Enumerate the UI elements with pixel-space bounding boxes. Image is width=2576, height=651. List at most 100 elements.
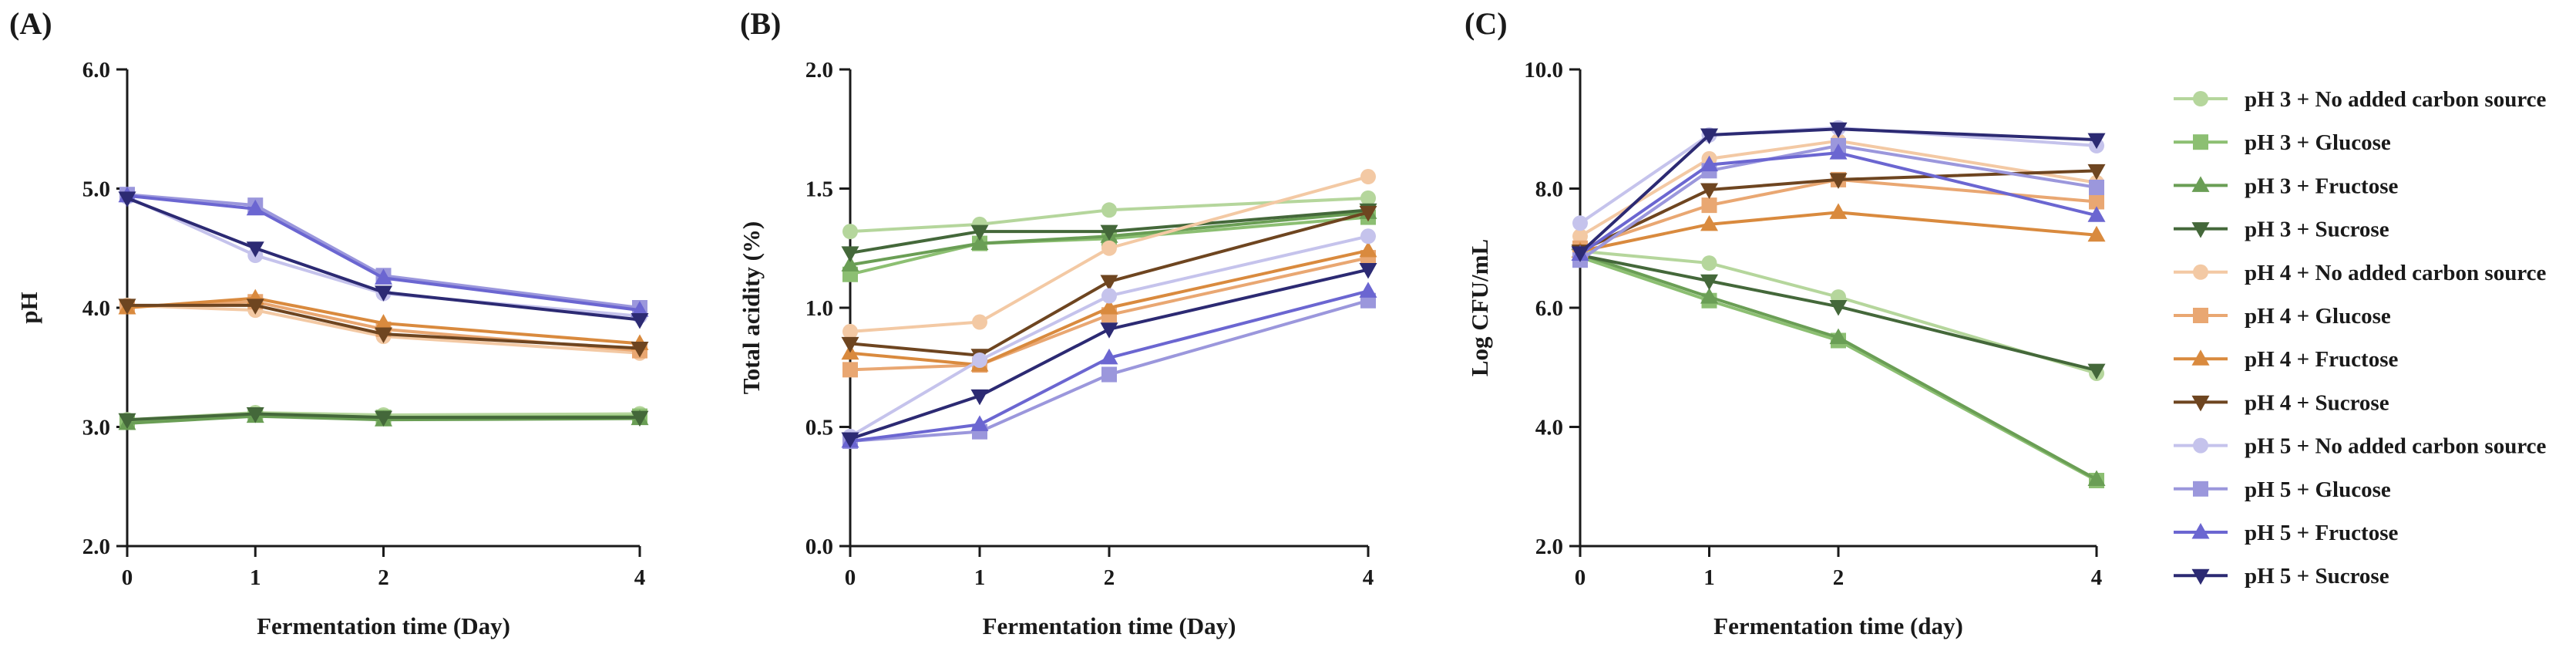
panel-c-series-ph-4-glucose-line	[1579, 177, 2097, 250]
panel-a-series-ph-3-sucrose-point	[631, 410, 649, 427]
legend-item-ph-3-sucrose-marker	[2191, 222, 2210, 238]
panel-b-series-ph-4-fructose-point	[1100, 299, 1118, 315]
panel-b-y-tick-label: 2.0	[805, 58, 833, 83]
panel-a-y-tick-label: 4.0	[82, 296, 110, 321]
panel-b-series-ph-3-sucrose-line	[849, 208, 1369, 255]
panel-c-series-ph-4-fructose-point	[2087, 225, 2106, 242]
panel-a-series-ph-4-fructose-point	[375, 314, 392, 330]
legend-item-ph-5-sucrose-label: pH 5 + Sucrose	[2245, 564, 2389, 589]
panel-a-x-tick-label: 2	[378, 565, 389, 590]
legend-item-ph-4-sucrose-label: pH 4 + Sucrose	[2245, 390, 2389, 415]
panel-b-series-ph-5-fructose-line	[849, 289, 1369, 444]
legend-item-ph-3-glucose: pH 3 + Glucose	[2174, 130, 2391, 155]
panel-c-series-ph-3-no-added-carbon-source-point	[1701, 255, 1717, 272]
panel-a-series-ph-3-sucrose	[118, 407, 649, 430]
panel-b-series-ph-3-no-added-carbon-source-line	[849, 196, 1369, 234]
panel-b-series-ph-5-sucrose	[841, 263, 1377, 448]
panel-b-series-ph-3-no-added-carbon-source-point	[1360, 190, 1376, 206]
panel-c-series-ph-3-no-added-carbon-source-line	[1579, 249, 2097, 375]
panel-a-series-ph-4-fructose-line	[126, 296, 641, 346]
panel-b-series-ph-5-sucrose-line	[849, 268, 1369, 440]
panel-b-series-ph-3-no-added-carbon-source-point	[842, 224, 858, 240]
legend-item-ph-3-fructose-label: pH 3 + Fructose	[2245, 174, 2398, 198]
legend-item-ph-5-sucrose: pH 5 + Sucrose	[2174, 564, 2389, 589]
panel-b-series-ph-4-sucrose-point	[841, 336, 859, 353]
panel-c-series-ph-3-sucrose-point	[1829, 299, 1848, 316]
legend-item-ph-3-fructose-marker	[2191, 176, 2210, 192]
panel-c-x-tick-label: 1	[1703, 565, 1715, 590]
panel-b-y-tick-label: 1.5	[805, 177, 833, 202]
legend-item-ph-3-no-added-carbon-source: pH 3 + No added carbon source	[2174, 87, 2547, 112]
panel-c-series-ph-4-sucrose-point	[1829, 173, 1848, 189]
panel-c-series-ph-4-glucose-point	[2089, 194, 2104, 210]
legend-item-ph-4-glucose-label: pH 4 + Glucose	[2245, 304, 2391, 329]
panel-c-series-ph-3-fructose-point	[2087, 470, 2106, 486]
panel-b-series-ph-4-glucose-line	[849, 256, 1369, 372]
panel-b: (B) 0.0 0.5 1.0 1.5 2.0 0 1 2 4 Fermentation time …	[738, 6, 1377, 639]
panel-b-y-tick-label: 1.0	[805, 296, 833, 321]
panel-c-series-ph-3-glucose-line	[1579, 255, 2097, 482]
panel-b-y-axis-title: Total acidity (%)	[738, 221, 765, 394]
panel-a-y-axis-title: pH	[15, 292, 42, 323]
legend-item-ph-3-sucrose: pH 3 + Sucrose	[2174, 218, 2389, 242]
legend-item-ph-4-fructose-marker	[2191, 349, 2210, 366]
panel-b-series-ph-4-no-added-carbon-source-point	[1101, 240, 1117, 256]
panel-a-series-ph-5-sucrose-point	[375, 285, 392, 302]
panel-a-series-ph-5-sucrose-line	[126, 196, 641, 322]
legend-item-ph-4-sucrose: pH 4 + Sucrose	[2174, 390, 2389, 415]
panel-b-series-ph-4-no-added-carbon-source	[842, 169, 1376, 339]
panel-b-series-ph-4-no-added-carbon-source-point	[842, 323, 858, 339]
panel-b-series-ph-5-sucrose-point	[841, 432, 859, 448]
panel-a-series-ph-5-fructose-point	[375, 268, 392, 285]
panel-c-series-ph-3-sucrose	[1571, 248, 2106, 380]
panel-a-series-ph-4-sucrose-line	[127, 303, 641, 350]
legend-item-ph-5-no-added-carbon-source-label: pH 5 + No added carbon source	[2245, 434, 2547, 459]
panel-a-x-axis-title: Fermentation time (Day)	[257, 612, 510, 639]
panel-c-series-ph-5-no-added-carbon-source-point	[1572, 215, 1588, 231]
panel-a-label: (A)	[9, 6, 52, 41]
legend-item-ph-4-fructose: pH 4 + Fructose	[2174, 347, 2398, 372]
panel-a-x-tick-label: 4	[634, 565, 646, 590]
panel-c-y-tick-label: 8.0	[1535, 177, 1563, 202]
panel-b-series-ph-4-sucrose-point	[1100, 275, 1118, 292]
legend: pH 3 + No added carbon source pH 3 + Gluc…	[2174, 87, 2547, 589]
panel-c-x-tick-label: 2	[1833, 565, 1845, 590]
panel-a-series-ph-5-sucrose-point	[118, 191, 136, 207]
panel-b-series-ph-5-no-added-carbon-source-line	[849, 234, 1369, 438]
legend-item-ph-5-glucose-marker	[2193, 481, 2208, 497]
panel-b-x-axis-title: Fermentation time (Day)	[983, 612, 1236, 639]
panel-c-y-axis-title: Log CFU/mL	[1466, 239, 1493, 376]
panel-c-series-ph-5-sucrose-point	[1700, 128, 1718, 144]
panel-b-series-ph-3-fructose-point	[970, 234, 989, 251]
panel-c-series-ph-4-no-added-carbon-source-line	[1579, 139, 2097, 238]
panel-b-series-ph-4-fructose-line	[849, 248, 1369, 367]
panel-b-series-ph-3-no-added-carbon-source	[842, 190, 1376, 240]
legend-item-ph-5-fructose-marker	[2191, 523, 2210, 539]
panel-b-series-ph-5-fructose-point	[1359, 282, 1377, 298]
panel-a-series-ph-4-sucrose	[118, 299, 649, 358]
panel-c-series-ph-5-fructose-point	[1829, 143, 1848, 160]
panel-a-series-ph-5-fructose-line	[126, 194, 641, 312]
panel-c-series-ph-5-sucrose-point	[1571, 246, 1589, 262]
panel-c-series-ph-5-sucrose-point	[2087, 133, 2106, 150]
panel-b-series-ph-5-glucose-line	[849, 299, 1369, 444]
panel-c-series-ph-5-fructose-point	[2087, 206, 2106, 222]
panel-a-y-tick-label: 2.0	[82, 535, 110, 559]
panel-b-series-ph-3-fructose-point	[841, 255, 859, 272]
panel-a-series-ph-3-sucrose-point	[375, 410, 392, 427]
panel-a-series-ph-3-fructose-line	[126, 414, 641, 425]
panel-a-series-ph-4-no-added-carbon-source-line	[126, 303, 641, 355]
panel-b-series-ph-3-no-added-carbon-source-point	[1101, 202, 1117, 218]
panel-b-series-ph-5-fructose-point	[970, 415, 989, 431]
legend-item-ph-3-glucose-label: pH 3 + Glucose	[2245, 130, 2391, 155]
panel-c-x-tick-label: 0	[1575, 565, 1586, 590]
panel-c-x-tick-label: 4	[2091, 565, 2103, 590]
panel-c-series-ph-5-fructose-point	[1700, 155, 1718, 172]
panel-c-x-axis-title: Fermentation time (day)	[1713, 612, 1963, 639]
panel-c-series-ph-4-sucrose-line	[1579, 169, 2097, 253]
panel-b-series-ph-5-no-added-carbon-source	[842, 228, 1376, 444]
panel-c-series-ph-4-no-added-carbon-source-point	[1572, 228, 1588, 245]
legend-item-ph-5-sucrose-marker	[2191, 568, 2210, 585]
legend-item-ph-4-no-added-carbon-source-marker	[2193, 264, 2208, 280]
